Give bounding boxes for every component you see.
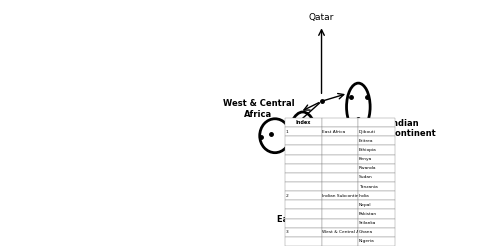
Text: East Africa: East Africa [277, 215, 328, 224]
Text: West & Central
Africa: West & Central Africa [222, 99, 294, 119]
Text: Qatar: Qatar [309, 13, 334, 22]
Text: Indian
Subcontinent: Indian Subcontinent [372, 119, 436, 138]
